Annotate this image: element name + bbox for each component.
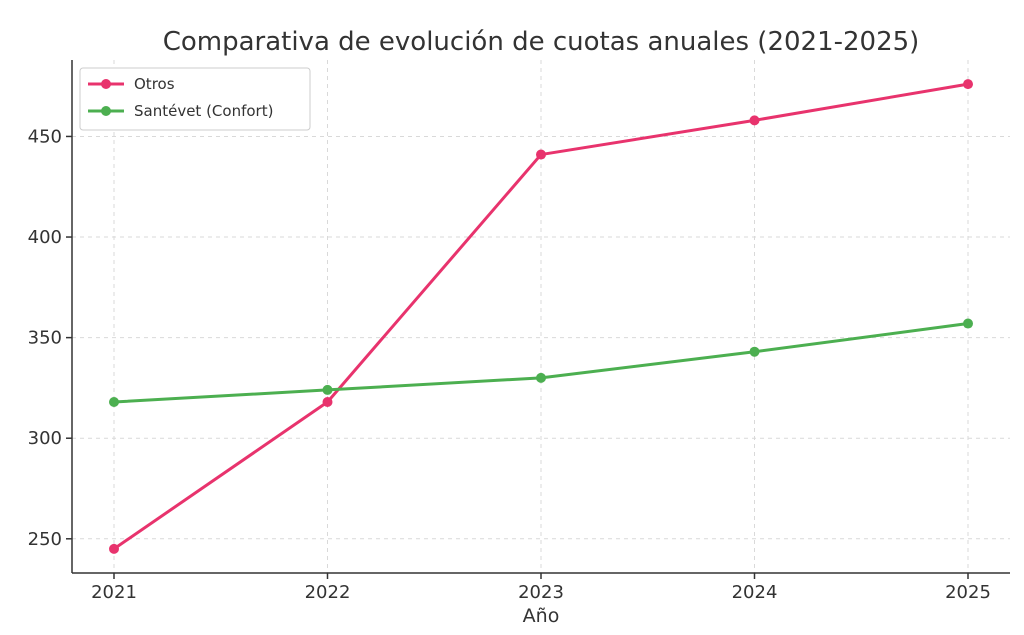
data-point	[322, 384, 333, 395]
legend-label: Otros	[134, 75, 175, 93]
series-layer	[109, 79, 973, 554]
legend-label: Santévet (Confort)	[134, 102, 273, 120]
data-point	[109, 543, 119, 554]
y-ticks: 250 300 350 400 450	[28, 126, 72, 550]
data-point	[749, 115, 760, 126]
y-tick-label: 300	[28, 428, 62, 449]
legend-entry: Santévet (Confort)	[88, 102, 273, 120]
x-tick-label: 2021	[91, 582, 137, 603]
legend-swatch-marker	[101, 79, 111, 89]
x-axis-label: Año	[523, 605, 560, 627]
data-point	[322, 397, 333, 407]
data-point	[749, 346, 760, 357]
data-point	[536, 372, 546, 383]
data-point	[109, 397, 119, 407]
legend: Otros Santévet (Confort)	[79, 67, 311, 131]
y-tick-label: 250	[28, 529, 62, 550]
series-0	[109, 79, 973, 554]
x-tick-label: 2024	[732, 582, 778, 603]
legend-box	[79, 67, 311, 131]
data-point	[963, 318, 973, 329]
data-point	[963, 79, 973, 90]
x-tick-label: 2023	[518, 582, 564, 603]
y-tick-label: 350	[28, 328, 62, 349]
x-tick-label: 2025	[945, 582, 991, 603]
series-1	[109, 318, 973, 407]
legend-entry: Otros	[88, 75, 175, 93]
legend-swatch-marker	[101, 106, 111, 116]
y-tick-label: 450	[28, 126, 62, 147]
y-tick-label: 400	[28, 227, 62, 248]
grid	[72, 60, 1010, 573]
x-ticks: 2021 2022 2023 2024 2025	[91, 573, 991, 603]
data-point	[536, 149, 546, 160]
chart-title: Comparativa de evolución de cuotas anual…	[163, 27, 920, 57]
x-tick-label: 2022	[305, 582, 351, 603]
